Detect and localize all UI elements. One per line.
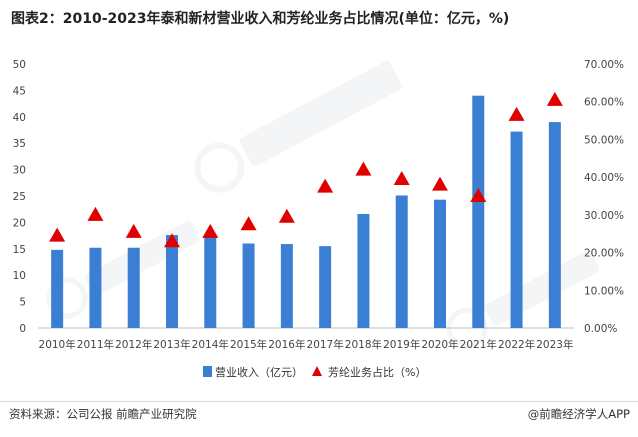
x-tick-label: 2018年 xyxy=(345,338,382,351)
y-left-tick-label: 50 xyxy=(13,59,26,71)
aramid-share-marker xyxy=(432,176,448,191)
y-right-tick-label: 60.00% xyxy=(584,97,624,109)
x-tick-label: 2016年 xyxy=(268,338,305,351)
revenue-bar xyxy=(395,195,408,328)
revenue-bar xyxy=(434,199,446,328)
x-tick-label: 2015年 xyxy=(230,338,267,351)
y-left-tick-label: 15 xyxy=(13,244,26,256)
x-tick-label: 2017年 xyxy=(307,338,344,351)
revenue-bar xyxy=(548,122,561,328)
revenue-bar xyxy=(51,249,64,328)
revenue-bar xyxy=(127,247,140,328)
revenue-bar xyxy=(204,235,217,328)
legend-label-aramid-share: 芳纶业务占比（%） xyxy=(328,365,426,379)
x-tick-label: 2023年 xyxy=(536,338,573,351)
y-right-tick-label: 10.00% xyxy=(584,285,624,297)
revenue-bars xyxy=(51,95,561,329)
y-right-tick-label: 50.00% xyxy=(584,134,624,146)
chart-title: 图表2：2010-2023年泰和新材营业收入和芳纶业务占比情况(单位：亿元，%) xyxy=(11,11,510,27)
x-tick-label: 2021年 xyxy=(460,338,497,351)
y-right-tick-label: 20.00% xyxy=(584,248,624,260)
footer-divider xyxy=(0,401,638,402)
y-right-tick-label: 30.00% xyxy=(584,210,624,222)
brand-credit: @前瞻经济学人APP xyxy=(527,407,630,421)
watermark-logo xyxy=(194,60,403,193)
chart: 0 5 10 15 20 25 30 35 40 45 50 0.00% 10.00% 20.00% 30… xyxy=(13,59,624,379)
y-left-tick-label: 10 xyxy=(13,270,26,282)
y-axis-left: 0 5 10 15 20 25 30 35 40 45 50 xyxy=(13,59,26,335)
y-left-tick-label: 25 xyxy=(13,191,26,203)
y-left-tick-label: 35 xyxy=(13,138,26,150)
revenue-bar xyxy=(89,247,102,328)
revenue-bar xyxy=(280,244,293,328)
revenue-bar xyxy=(472,95,485,329)
legend: 营业收入（亿元） 芳纶业务占比（%） xyxy=(203,365,426,379)
y-axis-right: 0.00% 10.00% 20.00% 30.00% 40.00% 50.00% 60.00… xyxy=(584,59,624,335)
legend-label-revenue: 营业收入（亿元） xyxy=(215,365,303,379)
aramid-share-marker xyxy=(125,223,142,238)
y-right-tick-label: 40.00% xyxy=(584,172,624,184)
x-tick-label: 2022年 xyxy=(498,338,535,351)
x-axis: 2010年 2011年 2012年 2013年 2014年 2015年 2016年 2017年… xyxy=(39,338,574,351)
legend-swatch-aramid-share xyxy=(312,366,322,376)
y-left-tick-label: 30 xyxy=(13,165,26,177)
x-tick-label: 2012年 xyxy=(115,338,152,351)
y-left-tick-label: 0 xyxy=(19,323,26,335)
aramid-share-marker xyxy=(49,227,66,242)
y-right-tick-label: 70.00% xyxy=(584,59,624,71)
x-tick-label: 2010年 xyxy=(39,338,76,351)
y-left-tick-label: 45 xyxy=(13,85,26,97)
y-right-tick-label: 0.00% xyxy=(584,323,617,335)
x-tick-label: 2011年 xyxy=(77,338,114,351)
x-tick-label: 2014年 xyxy=(192,338,229,351)
x-tick-label: 2013年 xyxy=(153,338,190,351)
revenue-bar xyxy=(319,246,332,328)
revenue-bar xyxy=(357,213,370,328)
y-left-tick-label: 20 xyxy=(13,217,26,229)
aramid-share-marker xyxy=(164,233,180,248)
y-left-tick-label: 40 xyxy=(13,112,26,124)
aramid-share-marker xyxy=(508,106,525,121)
revenue-bar xyxy=(166,235,178,328)
aramid-share-marker xyxy=(278,208,295,223)
aramid-share-marker xyxy=(202,223,219,238)
revenue-bar xyxy=(510,131,523,328)
aramid-share-marker xyxy=(470,188,487,202)
x-tick-label: 2019年 xyxy=(383,338,420,351)
y-left-tick-label: 5 xyxy=(19,297,26,309)
aramid-share-marker xyxy=(317,178,334,193)
aramid-share-marker xyxy=(240,216,257,231)
revenue-bar xyxy=(242,243,255,328)
aramid-share-markers xyxy=(49,91,563,248)
watermark-logo xyxy=(46,220,200,319)
aramid-share-marker xyxy=(87,206,104,221)
watermark-logo xyxy=(446,250,600,349)
aramid-share-marker xyxy=(355,161,372,176)
legend-swatch-revenue xyxy=(203,366,212,377)
x-tick-label: 2020年 xyxy=(421,338,458,351)
source-note: 资料来源：公司公报 前瞻产业研究院 xyxy=(9,407,197,421)
aramid-share-marker xyxy=(393,171,410,186)
aramid-share-marker xyxy=(546,91,563,106)
